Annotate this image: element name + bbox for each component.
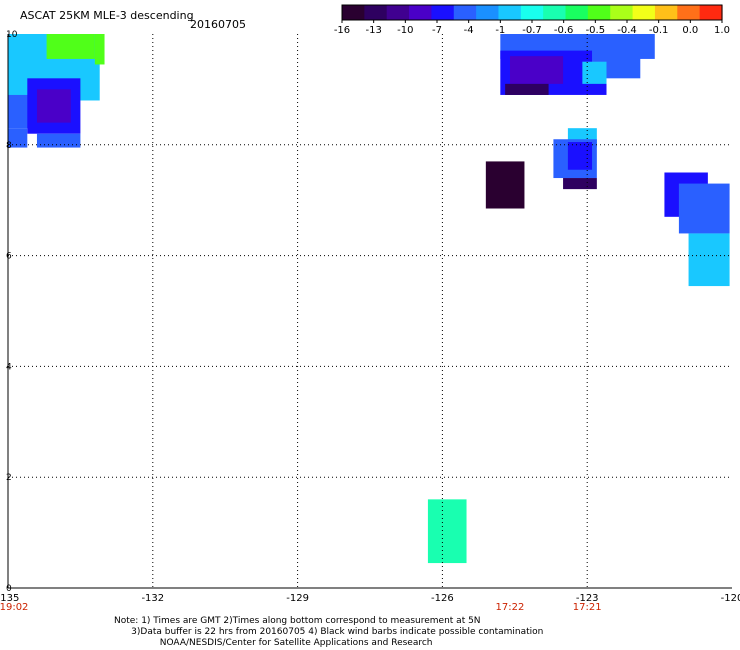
colorbar-swatch	[453, 5, 477, 20]
data-cell	[582, 61, 607, 84]
colorbar-tick-label: -0.1	[649, 25, 669, 36]
colorbar-tick-label: 1.0	[714, 25, 730, 36]
x-tick-label: -132	[141, 593, 164, 604]
x-tick-label: -120	[721, 593, 740, 604]
x-tick-label: -129	[286, 593, 309, 604]
colorbar-tick-label: -0.7	[522, 25, 542, 36]
y-tick-label: 0	[6, 584, 12, 594]
colorbar-tick-label: -0.5	[586, 25, 606, 36]
y-tick-label: 4	[6, 362, 12, 372]
colorbar-swatch	[632, 5, 656, 20]
y-tick-label: 6	[6, 252, 12, 262]
x-tick-label: -126	[431, 593, 454, 604]
colorbar-swatch	[565, 5, 589, 20]
colorbar-swatch	[431, 5, 455, 20]
colorbar-tick-label: -16	[334, 25, 350, 36]
data-cell	[509, 56, 564, 84]
y-tick-label: 2	[6, 473, 12, 483]
data-cell	[567, 142, 593, 170]
colorbar-swatch	[364, 5, 388, 20]
data-cell	[485, 161, 525, 209]
data-cell	[36, 133, 81, 148]
data-cell	[678, 183, 730, 234]
colorbar-swatch	[677, 5, 701, 20]
colorbar-tick-label: -4	[464, 25, 474, 36]
colorbar-tick-label: 0.0	[682, 25, 698, 36]
colorbar-swatch	[498, 5, 522, 20]
data-cell	[688, 233, 730, 287]
data-cell	[505, 83, 549, 95]
x-tick-label: -135	[0, 593, 19, 604]
colorbar-tick-label: -0.6	[554, 25, 574, 36]
colorbar-tick-label: -13	[365, 25, 381, 36]
footer-note-1: Note: 1) Times are GMT 2)Times along bot…	[114, 616, 481, 626]
footer-note-3: NOAA/NESDIS/Center for Satellite Applica…	[114, 638, 433, 648]
time-label: 19:02	[0, 602, 28, 613]
product-title: ASCAT 25KM MLE-3 descending	[20, 9, 194, 22]
product-date: 20160705	[190, 18, 246, 31]
colorbar-tick-label: -1	[495, 25, 505, 36]
footer-note-2: 3)Data buffer is 22 hrs from 20160705 4)…	[114, 627, 544, 637]
y-tick-label: 8	[6, 141, 12, 151]
colorbar-tick-label: -0.4	[617, 25, 637, 36]
data-cell	[36, 89, 71, 123]
colorbar-swatch	[610, 5, 634, 20]
time-label: 17:21	[573, 602, 602, 613]
data-cell	[8, 128, 28, 148]
x-tick-label: -123	[576, 593, 599, 604]
colorbar-swatch	[476, 5, 500, 20]
colorbar-swatch	[654, 5, 678, 20]
colorbar-swatch	[409, 5, 433, 20]
colorbar-swatch	[699, 5, 723, 20]
colorbar-tick-label: -10	[397, 25, 413, 36]
colorbar-swatch	[386, 5, 410, 20]
y-tick-label: 10	[6, 30, 18, 40]
data-cell	[427, 499, 467, 564]
data-cell	[94, 34, 105, 65]
data-cell	[563, 178, 597, 190]
colorbar-swatch	[520, 5, 544, 20]
colorbar-tick-label: -7	[432, 25, 442, 36]
colorbar-swatch	[543, 5, 567, 20]
colorbar-swatch	[342, 5, 365, 20]
time-label: 17:22	[496, 602, 525, 613]
colorbar-swatch	[587, 5, 611, 20]
data-cell	[46, 34, 95, 59]
